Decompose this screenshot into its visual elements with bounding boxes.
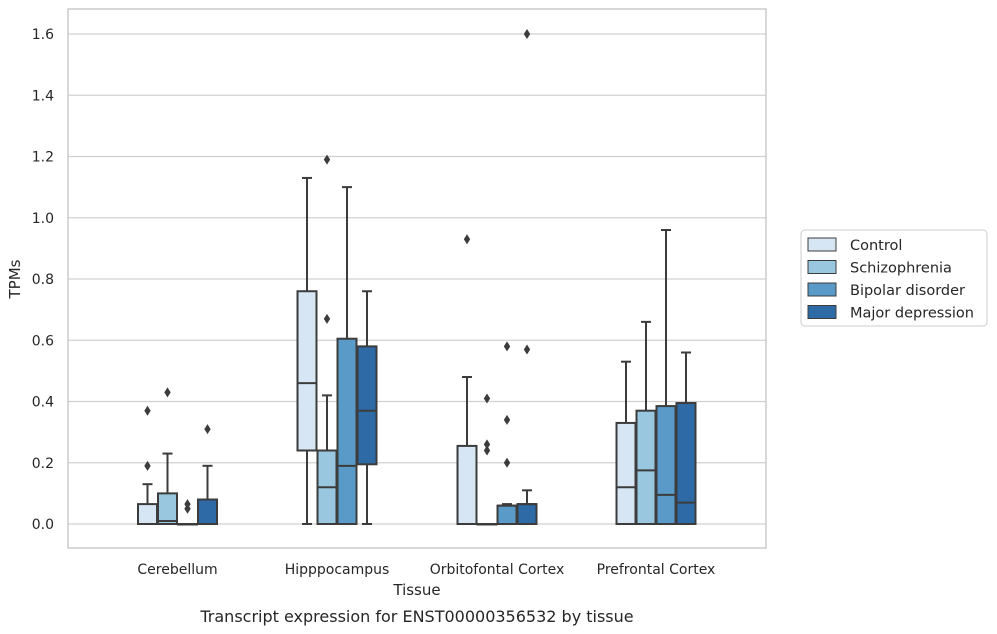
box [496,504,518,525]
legend-swatch [807,237,837,252]
y-tick-label: 0.8 [32,272,54,288]
box-3-2 [655,229,677,525]
box [635,409,657,525]
gridlines [68,33,766,525]
outlier-point [463,234,471,245]
box-2-0 [456,234,478,525]
legend-item: Major depression [807,305,974,322]
outlier-point [323,313,331,324]
outlier-point [523,344,531,355]
box [456,444,478,525]
x-tick-label: Orbitofontal Cortex [430,562,565,578]
outlier-point [184,499,191,510]
outlier-point [483,445,491,456]
outlier-point [144,460,151,471]
outlier-point [483,393,491,404]
y-axis-label: TPMs [6,259,24,299]
x-tick-label: Cerebellum [137,562,217,578]
y-tick-labels: 0.0 0.2 0.4 0.6 0.8 1.0 1.2 1.4 1.6 [32,27,54,533]
box-3-3 [675,351,697,525]
outlier-point [204,424,211,435]
y-tick-label: 0.0 [32,517,54,533]
box-2-1 [476,393,498,526]
x-tick-labels: Cerebellum Hipppocampus Orbitofontal Corte… [137,562,715,578]
box-3-0 [615,360,637,525]
outlier-point [503,457,511,468]
outlier-point [523,29,531,39]
y-tick-label: 1.0 [32,211,54,227]
box-groups [137,29,697,526]
box-2-2 [496,341,518,525]
legend-swatch [807,305,837,319]
legend-label: Bipolar disorder [850,283,965,299]
outlier-point [503,414,511,425]
y-tick-label: 1.6 [32,27,54,43]
box [356,345,378,466]
outlier-point [323,154,331,165]
box-0-0 [137,405,158,525]
y-tick-label: 1.2 [32,150,54,166]
box-3-1 [635,320,657,525]
legend-item: Control [807,237,902,254]
box [655,405,677,525]
box-1-3 [356,290,378,525]
legend-item: Bipolar disorder [807,282,965,299]
legend: Control Schizophrenia Bipolar disorder Majo… [800,229,988,327]
legend-swatch [807,282,837,297]
x-axis-label: Tissue [392,581,440,599]
y-tick-label: 0.4 [32,395,54,411]
box-0-1 [157,387,178,525]
y-tick-label: 1.4 [32,88,54,104]
x-tick-label: Hipppocampus [285,562,390,578]
legend-item: Schizophrenia [807,260,952,277]
box [197,498,218,525]
box [296,290,318,452]
box-0-3 [197,424,218,525]
box-1-0 [296,176,318,525]
box [157,492,178,525]
outlier-point [503,341,511,352]
x-tick-label: Prefrontal Cortex [597,562,716,578]
y-tick-label: 0.6 [32,333,54,349]
box [137,503,158,525]
box-1-1 [316,154,338,525]
box-0-2 [177,499,198,526]
box [675,402,697,525]
legend-swatch [807,260,837,274]
box [516,503,538,525]
outlier-point [144,405,151,416]
outlier-point [483,439,491,450]
outlier-point [164,387,171,398]
chart-caption: Transcript expression for ENST0000035653… [199,607,633,626]
legend-label: Control [850,238,902,254]
plot-frame [67,8,767,549]
box-2-3 [516,29,538,525]
y-tick-label: 0.2 [32,456,54,472]
legend-frame [800,229,988,327]
box-1-2 [336,186,358,525]
legend-label: Schizophrenia [850,261,952,277]
box [615,421,637,525]
box [336,337,358,525]
legend-label: Major depression [850,306,974,322]
